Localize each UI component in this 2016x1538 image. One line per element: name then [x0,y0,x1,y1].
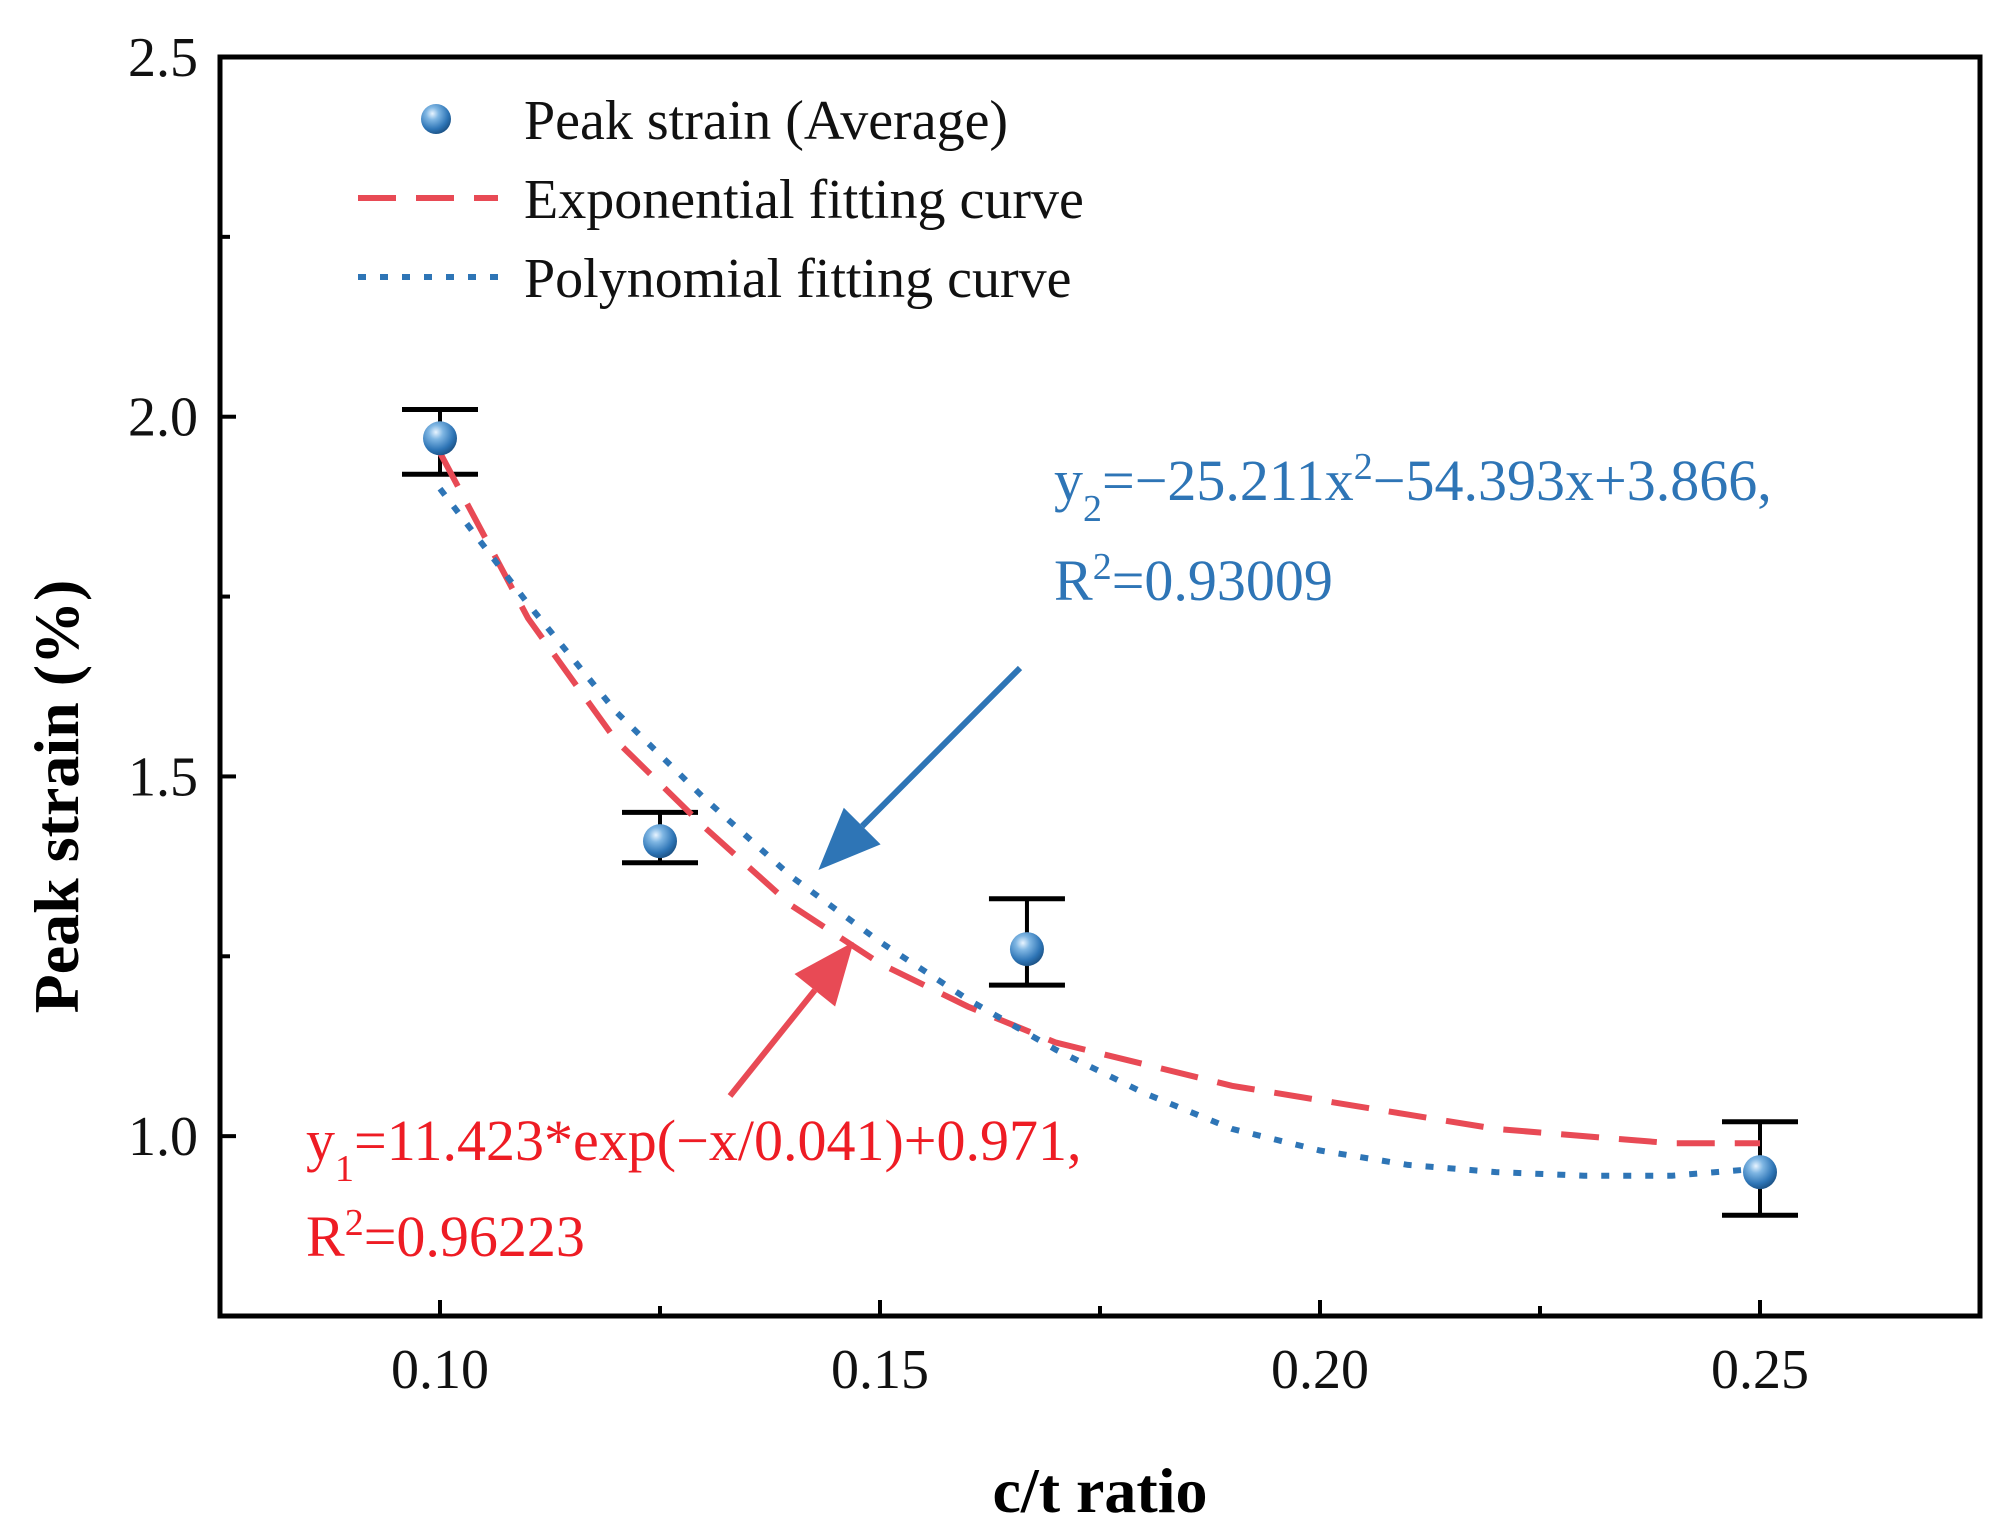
poly-eq-sub: 2 [1083,488,1102,530]
exp-eq-y: y [306,1108,335,1173]
data-points [423,421,1777,1190]
poly-eq-b: =−25.211x [1102,448,1354,513]
y-tick-label: 2.0 [128,387,198,449]
legend-label-polynomial: Polynomial fitting curve [524,248,1071,310]
x-axis-title: c/t ratio [993,1455,1208,1526]
poly-eq-y: y [1054,448,1083,513]
legend: Peak strain (Average) Exponential fittin… [358,90,1084,310]
polynomial-fit-curve [437,486,1761,1179]
exponential-r2: R2=0.96223 [306,1202,585,1269]
x-tick-label: 0.10 [391,1339,489,1401]
legend-label-points: Peak strain (Average) [524,90,1008,152]
x-tick-label: 0.25 [1711,1339,1809,1401]
exp-r2-sup: 2 [345,1202,364,1244]
exponential-equation: y1=11.423*exp(−x/0.041)+0.971, [306,1108,1081,1190]
axis-ticks [220,55,1762,1316]
polynomial-arrow-shaft [860,665,1023,829]
x-tick-label: 0.15 [831,1339,929,1401]
data-point [1009,932,1044,967]
y-tick-label: 1.0 [128,1106,198,1168]
poly-r2-val: =0.93009 [1112,548,1333,613]
x-tick-label: 0.20 [1271,1339,1369,1401]
exponential-arrow-shaft [727,988,818,1098]
legend-label-exponential: Exponential fitting curve [524,169,1084,231]
y-axis-title: Peak strain (%) [21,580,92,1014]
exp-eq-b: =11.423*exp(−x/0.041)+0.971, [354,1108,1081,1173]
polynomial-arrow-head [818,807,881,870]
axis-tick-labels: 0.10 0.15 0.20 0.25 1.0 1.5 2.0 2.5 [128,27,1809,1401]
poly-eq-c: −54.393x+3.866, [1373,448,1772,513]
exp-r2-r: R [306,1204,345,1269]
y-tick-label: 2.5 [128,27,198,89]
fit-curves [437,451,1761,1179]
exponential-arrow-head [794,941,854,1007]
data-point [1743,1155,1777,1190]
exp-eq-sub: 1 [335,1148,354,1190]
y-tick-label: 1.5 [128,746,198,808]
exp-r2-val: =0.96223 [364,1204,585,1269]
exponential-fit-curve [437,451,1760,1147]
poly-eq-sup: 2 [1354,446,1373,488]
poly-r2-sup: 2 [1093,546,1112,588]
legend-marker-points [421,104,451,134]
data-point [423,421,457,456]
error-bars [402,407,1798,1218]
polynomial-r2: R2=0.93009 [1054,546,1333,613]
poly-r2-r: R [1054,548,1093,613]
polynomial-equation: y2=−25.211x2−54.393x+3.866, [1054,446,1772,530]
data-point [643,824,677,859]
annotation-arrows [727,665,1023,1098]
